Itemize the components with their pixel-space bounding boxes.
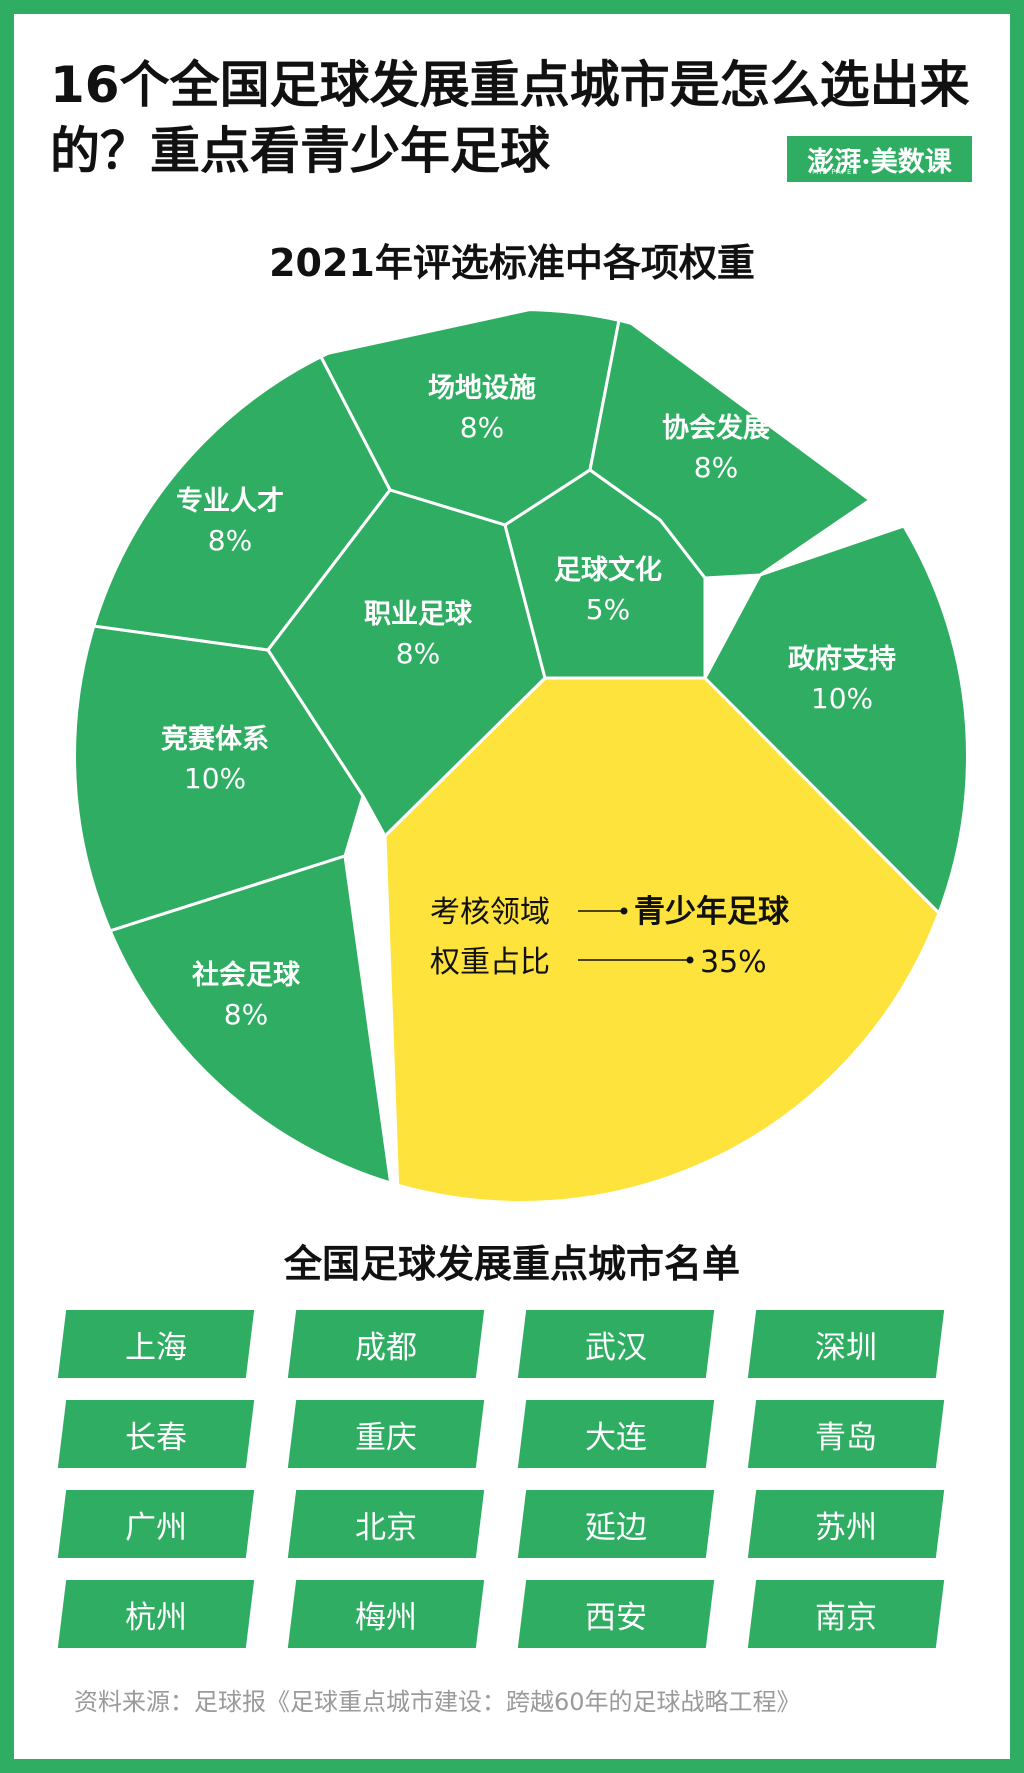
city-tile: 上海 [62, 1310, 250, 1378]
cell-label-5: 专业人才 [176, 486, 284, 517]
city-tile: 成都 [292, 1310, 480, 1378]
cell-value-3: 8% [460, 411, 504, 444]
city-tile: 南京 [752, 1580, 940, 1648]
cell-label-1: 政府支持 [788, 643, 896, 675]
city-name: 上海 [125, 1329, 187, 1366]
city-name: 长春 [125, 1419, 187, 1456]
logo-subtext: THE PAPER [811, 168, 859, 176]
city-tile: 北京 [292, 1490, 480, 1558]
cell-7 [75, 854, 402, 1202]
cell-label-6: 职业足球 [364, 599, 473, 630]
cell-label-7: 社会足球 [192, 959, 301, 991]
callout-weight-label: 权重占比 [430, 945, 550, 980]
cell-label-3: 场地设施 [428, 373, 536, 404]
city-tile: 延边 [522, 1490, 710, 1558]
city-name: 苏州 [815, 1509, 877, 1546]
cell-value-4: 8% [694, 451, 738, 484]
city-name: 深圳 [815, 1329, 877, 1366]
source-note: 资料来源：足球报《足球重点城市建设：跨越60年的足球战略工程》 [74, 1688, 801, 1716]
city-name: 南京 [815, 1599, 877, 1636]
cell-label-4: 协会发展 [662, 412, 770, 444]
city-list-title: 全国足球发展重点城市名单 [283, 1242, 740, 1286]
cell-label-8: 足球文化 [554, 554, 662, 586]
cell-value-7: 8% [224, 998, 268, 1031]
city-name: 成都 [355, 1329, 417, 1366]
city-name: 北京 [355, 1509, 417, 1546]
city-name: 杭州 [125, 1599, 187, 1636]
page-title: 16个全国足球发展重点城市是怎么选出来的？重点看青少年足球 [50, 56, 970, 180]
city-name: 梅州 [355, 1599, 417, 1636]
callout-area-leader-dot [620, 907, 628, 915]
cell-value-5: 8% [208, 524, 252, 557]
chart-title: 2021年评选标准中各项权重 [269, 241, 755, 285]
city-tile: 深圳 [752, 1310, 940, 1378]
cell-8 [503, 468, 707, 680]
cell-value-2: 10% [184, 762, 246, 795]
chart-outline [74, 309, 968, 1203]
callout-weight-leader-dot [686, 956, 694, 964]
logo: 澎湃·美数课 [787, 136, 972, 182]
city-name: 西安 [585, 1599, 647, 1636]
cell-value-8: 5% [586, 593, 630, 626]
city-tile: 广州 [62, 1490, 250, 1558]
city-name: 重庆 [355, 1419, 417, 1456]
city-name: 青岛 [815, 1419, 877, 1456]
city-tile: 长春 [62, 1400, 250, 1468]
city-tile: 重庆 [292, 1400, 480, 1468]
city-tile: 青岛 [752, 1400, 940, 1468]
city-tile: 苏州 [752, 1490, 940, 1558]
cell-label-2: 竞赛体系 [161, 723, 269, 755]
callout-area-value: 青少年足球 [634, 894, 790, 930]
cell-value-6: 8% [396, 637, 440, 670]
city-name: 武汉 [585, 1329, 647, 1366]
city-tile: 梅州 [292, 1580, 480, 1648]
city-name: 广州 [125, 1509, 187, 1546]
city-tile: 西安 [522, 1580, 710, 1648]
city-name: 延边 [585, 1509, 647, 1546]
cell-value-1: 10% [811, 682, 873, 715]
cell-1 [703, 497, 967, 916]
callout-area-label: 考核领域 [430, 895, 550, 930]
city-name: 大连 [585, 1419, 647, 1456]
city-tile: 杭州 [62, 1580, 250, 1648]
callout-weight-value: 35% [700, 945, 767, 980]
city-tile: 武汉 [522, 1310, 710, 1378]
city-tile: 大连 [522, 1400, 710, 1468]
